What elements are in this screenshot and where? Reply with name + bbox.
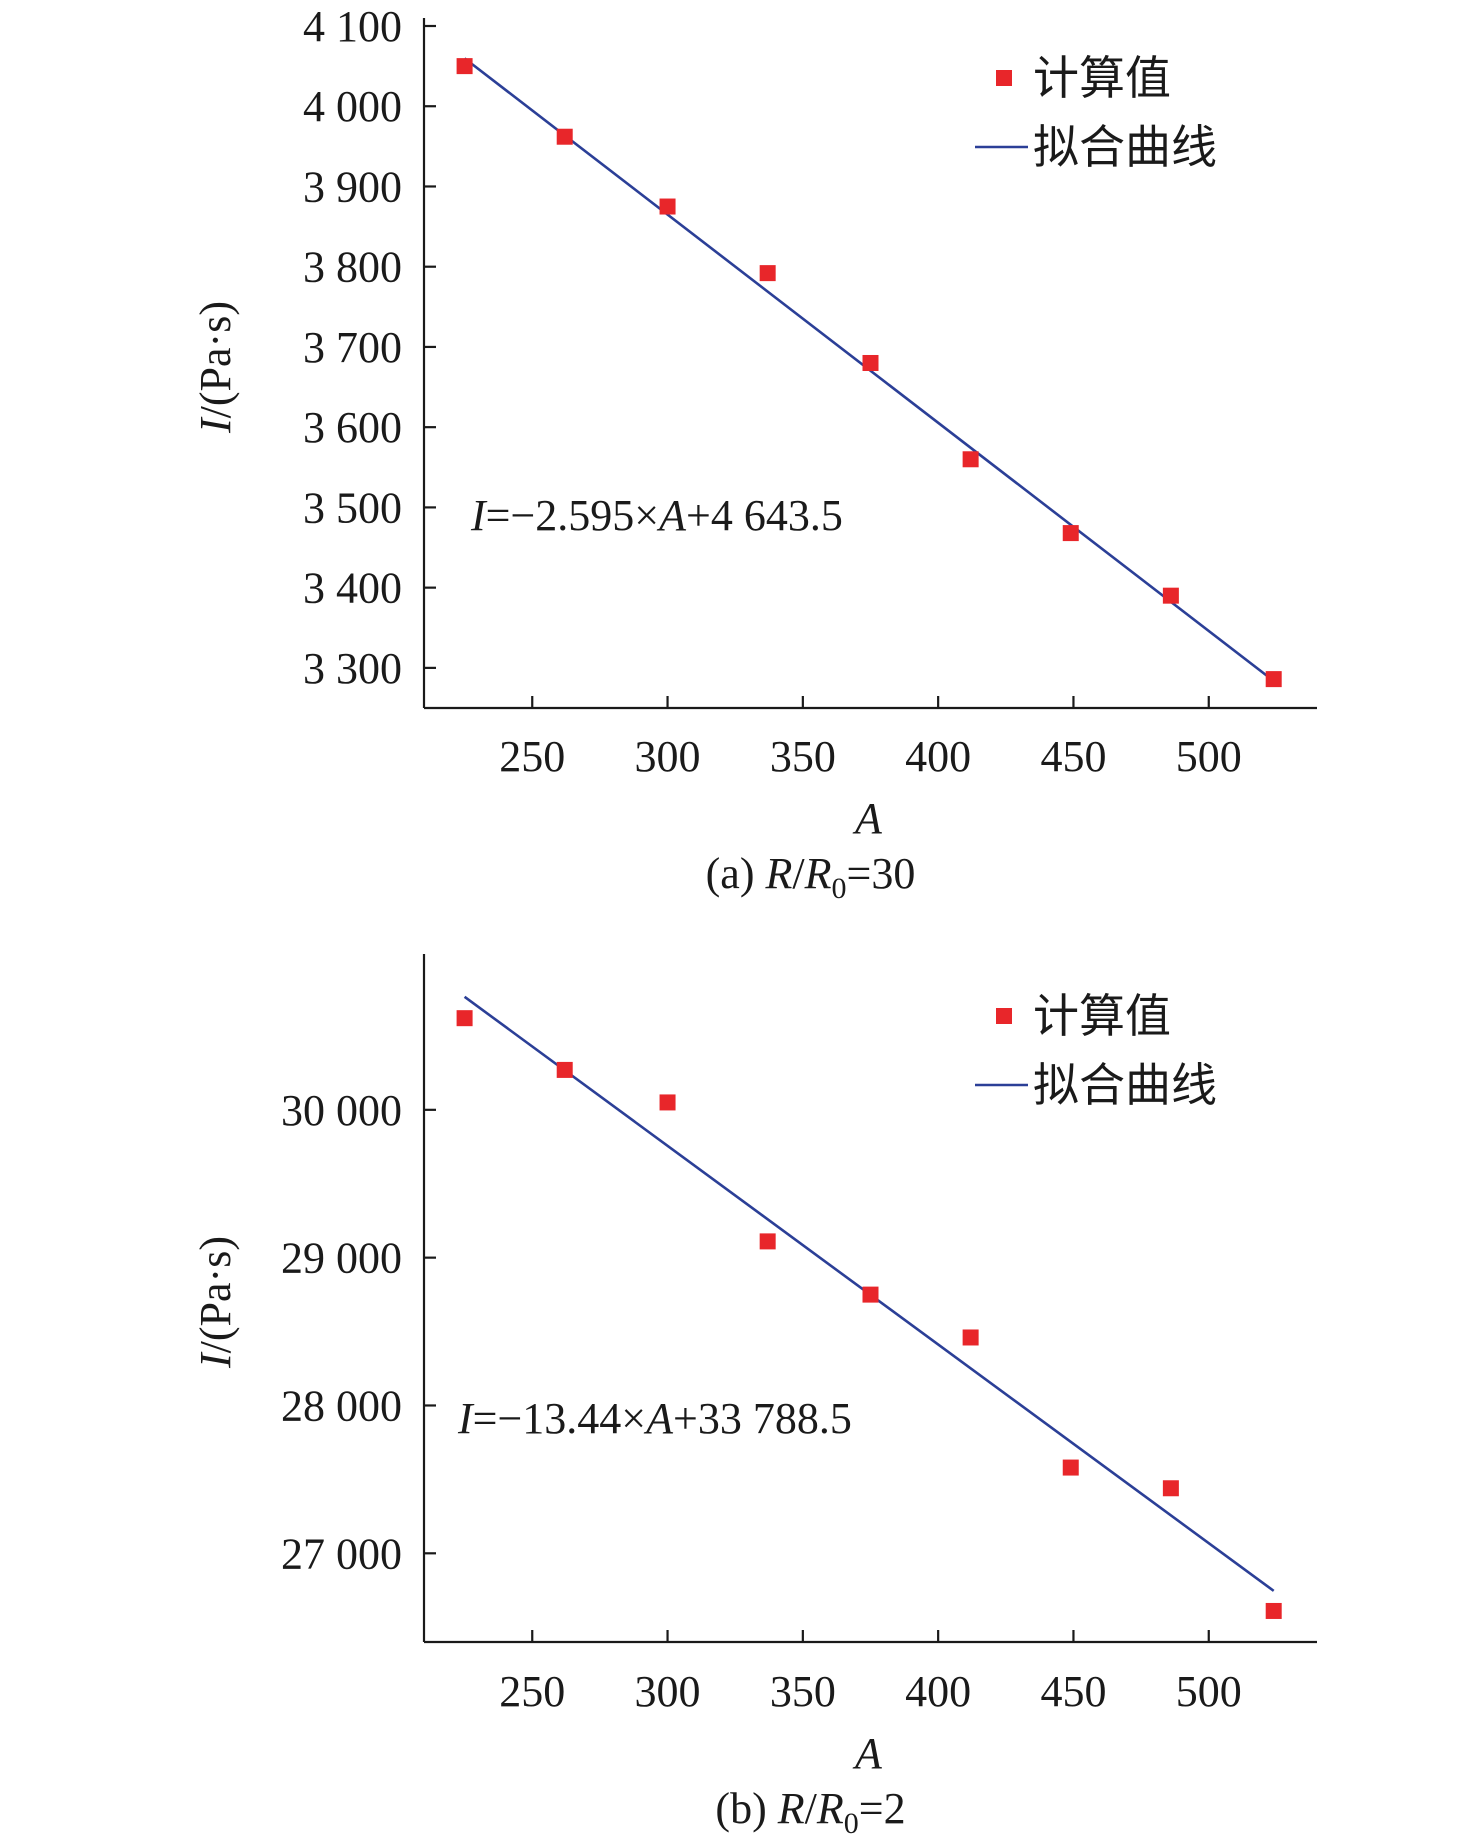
x-tick-label: 450 (1040, 732, 1106, 781)
x-tick-label: 250 (499, 732, 565, 781)
y-tick-label: 3 400 (303, 564, 402, 613)
x-tick-label: 350 (770, 732, 836, 781)
caption-prefix: (b) (715, 1784, 777, 1833)
data-point (659, 1094, 676, 1111)
y-tick-label: 3 300 (303, 644, 402, 693)
equation-coefficient: =−2.595× (486, 491, 659, 540)
y-axis-label-var: I (191, 1351, 240, 1369)
caption-var: R (804, 849, 832, 898)
fit-equation: I=−2.595×A+4 643.5 (470, 491, 843, 540)
y-tick-label: 27 000 (281, 1529, 402, 1578)
data-point (862, 354, 879, 371)
data-point (1062, 525, 1079, 542)
x-axis-label: A (852, 794, 883, 843)
fit-equation: I=−13.44×A+33 788.5 (457, 1394, 852, 1443)
data-point (962, 451, 979, 468)
y-tick-label: 3 600 (303, 403, 402, 452)
caption-suffix: =30 (847, 849, 916, 898)
x-tick-label: 500 (1176, 732, 1242, 781)
x-tick-label: 300 (635, 732, 701, 781)
equation-var: A (656, 491, 687, 540)
chart-panel-b: 27 000 28 000 29 000 30 000 250 300 350 400 450 5… (191, 954, 1317, 1838)
x-tick-label: 450 (1040, 1667, 1106, 1716)
data-point (556, 1061, 573, 1078)
data-point (556, 128, 573, 145)
data-point (456, 1010, 473, 1027)
caption-slash: / (792, 849, 805, 898)
y-tick-label: 4 100 (303, 2, 402, 51)
y-axis-label: I/(Pa·s) (191, 301, 240, 434)
equation-coefficient: =−13.44× (473, 1394, 646, 1443)
legend-label: 拟合曲线 (1033, 120, 1217, 174)
y-tick-label: 4 000 (303, 82, 402, 131)
caption-var: R (777, 1784, 805, 1833)
caption-var: R (816, 1784, 844, 1833)
caption-suffix: =2 (859, 1784, 906, 1833)
legend-marker-icon (996, 70, 1012, 86)
y-axis-label-var: I (191, 416, 240, 434)
y-axis-label-unit: /(Pa·s) (191, 301, 240, 418)
data-point (759, 1233, 776, 1250)
caption-prefix: (a) (706, 849, 766, 898)
data-point (1062, 1459, 1079, 1476)
data-point (1265, 671, 1282, 688)
caption-subscript: 0 (832, 872, 847, 905)
x-tick-label: 300 (635, 1667, 701, 1716)
equation-var: I (457, 1394, 475, 1443)
x-tick-label: 250 (499, 1667, 565, 1716)
panel-caption: (a) R/R0=30 (706, 849, 916, 905)
caption-subscript: 0 (844, 1807, 859, 1838)
y-axis-label-unit: /(Pa·s) (191, 1236, 240, 1353)
y-tick-label: 29 000 (281, 1234, 402, 1283)
y-tick-label: 3 900 (303, 162, 402, 211)
data-point (1162, 587, 1179, 604)
y-tick-label: 3 500 (303, 483, 402, 532)
legend-label: 拟合曲线 (1033, 1058, 1217, 1112)
data-point (862, 1286, 879, 1303)
x-tick-label: 400 (905, 732, 971, 781)
y-tick-label: 3 700 (303, 323, 402, 372)
x-axis-label: A (852, 1729, 883, 1778)
data-point (1265, 1602, 1282, 1619)
panel-caption: (b) R/R0=2 (715, 1784, 905, 1838)
legend-label: 计算值 (1033, 51, 1171, 105)
data-point (456, 58, 473, 75)
data-point (962, 1329, 979, 1346)
legend-label: 计算值 (1033, 989, 1171, 1043)
x-tick-label: 350 (770, 1667, 836, 1716)
y-tick-label: 3 800 (303, 243, 402, 292)
y-tick-label: 28 000 (281, 1381, 402, 1430)
caption-var: R (765, 849, 793, 898)
equation-intercept: +4 643.5 (686, 491, 843, 540)
y-axis-label: I/(Pa·s) (191, 1236, 240, 1369)
legend-marker-icon (996, 1008, 1012, 1024)
x-tick-label: 500 (1176, 1667, 1242, 1716)
data-point (659, 198, 676, 215)
equation-intercept: +33 788.5 (673, 1394, 852, 1443)
equation-var: A (643, 1394, 674, 1443)
caption-slash: / (805, 1784, 818, 1833)
data-point (1162, 1480, 1179, 1497)
x-tick-label: 400 (905, 1667, 971, 1716)
y-tick-label: 30 000 (281, 1086, 402, 1135)
data-point (759, 265, 776, 282)
chart-panel-a: 3 300 3 400 3 500 3 600 3 700 3 800 3 900 4 000… (191, 2, 1317, 905)
equation-var: I (470, 491, 488, 540)
